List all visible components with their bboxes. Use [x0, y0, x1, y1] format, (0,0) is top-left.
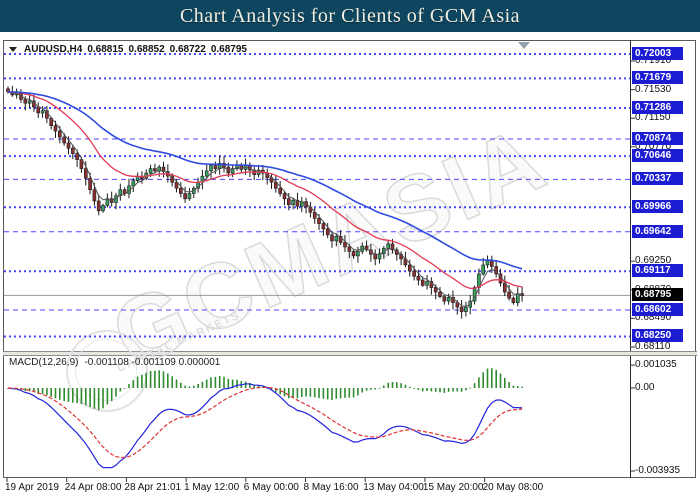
time-axis-label: 6 May 00:00 [243, 482, 299, 493]
time-axis-label: 15 May 20:00 [422, 482, 484, 493]
chart-marker-icon [518, 42, 530, 49]
chart-ohlc-header: AUDUSD,H4 0.68815 0.68852 0.68722 0.6879… [9, 44, 247, 55]
chart-frame [3, 40, 696, 478]
time-axis-label: 24 Apr 08:00 [64, 482, 122, 493]
low-value: 0.68722 [169, 44, 206, 55]
time-axis-label: 28 Apr 21:01 [124, 482, 182, 493]
symbol-label: AUDUSD,H4 [24, 44, 83, 55]
open-value: 0.68815 [87, 44, 124, 55]
page-title: Chart Analysis for Clients of GCM Asia [179, 4, 521, 27]
price-axis-line [630, 40, 631, 478]
time-axis-label: 1 May 12:00 [184, 482, 240, 493]
time-axis-label: 20 May 08:00 [482, 482, 544, 493]
close-value: 0.68795 [210, 44, 247, 55]
time-axis[interactable]: 19 Apr 2019 24 Apr 08:00 28 Apr 21:01 1 May… [0, 482, 700, 498]
high-value: 0.68852 [128, 44, 165, 55]
time-axis-label: 8 May 16:00 [303, 482, 359, 493]
time-axis-label: 13 May 04:00 [363, 482, 424, 493]
title-bar: Chart Analysis for Clients of GCM Asia [0, 0, 700, 32]
symbol-dropdown-icon[interactable] [9, 47, 17, 52]
macd-name: MACD(12,26,9) [9, 357, 79, 368]
macd-values: -0.001108 -0.001109 0.000001 [84, 357, 221, 368]
pane-splitter[interactable] [3, 351, 697, 356]
time-axis-label: 19 Apr 2019 [5, 482, 59, 493]
macd-indicator-label: MACD(12,26,9) -0.001108 -0.001109 0.0000… [9, 357, 220, 368]
